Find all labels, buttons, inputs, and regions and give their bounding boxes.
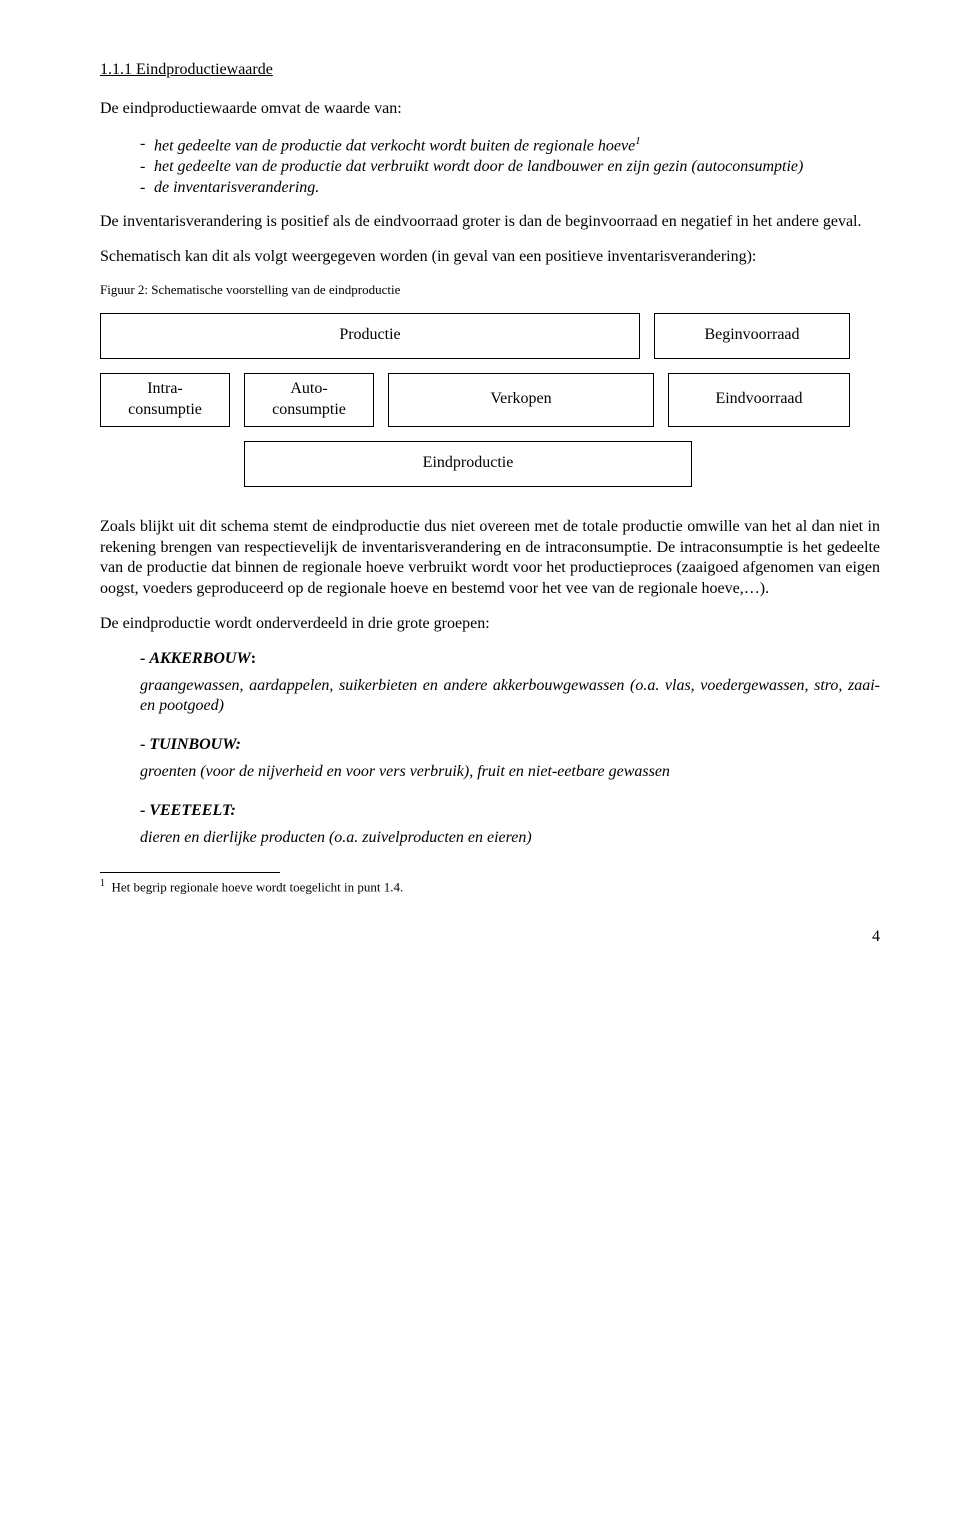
group-name: VEETEELT: [149, 802, 236, 819]
diagram-spacer [230, 373, 244, 427]
list-item: -het gedeelte van de productie dat verbr… [140, 157, 880, 178]
group-name: TUINBOUW: [149, 736, 241, 753]
group-title: - AKKERBOUW: [140, 649, 880, 670]
list-item: -het gedeelte van de productie dat verko… [140, 134, 880, 157]
list-item: -de inventarisverandering. [140, 178, 880, 199]
intro-list: -het gedeelte van de productie dat verko… [140, 134, 880, 199]
diagram-spacer [654, 373, 668, 427]
group-name: AKKERBOUW: [149, 650, 256, 667]
group-description: dieren en dierlijke producten (o.a. zuiv… [140, 828, 880, 849]
footnote: 1 Het begrip regionale hoeve wordt toege… [100, 877, 880, 896]
list-text: het gedeelte van de productie dat verbru… [154, 157, 803, 178]
group-title: - VEETEELT: [140, 801, 880, 822]
diagram-spacer [100, 441, 244, 487]
para-groups-intro: De eindproductie wordt onderverdeeld in … [100, 614, 880, 635]
group-dash: - [140, 802, 149, 819]
list-dash: - [140, 178, 154, 199]
diagram-spacer [640, 313, 654, 359]
cell-intraconsumptie: Intra-consumptie [100, 373, 230, 427]
para-inventaris: De inventarisverandering is positief als… [100, 212, 880, 233]
group-list: - AKKERBOUW: graangewassen, aardappelen, … [140, 649, 880, 849]
cell-verkopen: Verkopen [388, 373, 654, 427]
figure-caption: Figuur 2: Schematische voorstelling van … [100, 282, 880, 299]
group-dash: - [140, 650, 149, 667]
para-explain: Zoals blijkt uit dit schema stemt de ein… [100, 517, 880, 600]
para-schematisch: Schematisch kan dit als volgt weergegeve… [100, 247, 880, 268]
group-description: graangewassen, aardappelen, suikerbieten… [140, 676, 880, 718]
footnote-number: 1 [100, 878, 105, 889]
superscript: 1 [635, 135, 641, 147]
cell-productie: Productie [100, 313, 640, 359]
group-title: - TUINBOUW: [140, 735, 880, 756]
diagram-row: Eindproductie [100, 441, 880, 487]
list-text: de inventarisverandering. [154, 178, 319, 199]
list-dash: - [140, 157, 154, 178]
list-text: het gedeelte van de productie dat verkoc… [154, 134, 641, 157]
cell-beginvoorraad: Beginvoorraad [654, 313, 850, 359]
diagram-spacer [374, 373, 388, 427]
diagram-row: Intra-consumptie Auto-consumptie Verkopen E… [100, 373, 880, 427]
group-description: groenten (voor de nijverheid en voor ver… [140, 762, 880, 783]
cell-eindproductie: Eindproductie [244, 441, 692, 487]
footnote-rule [100, 872, 280, 873]
cell-autoconsumptie: Auto-consumptie [244, 373, 374, 427]
page-number: 4 [100, 927, 880, 948]
diagram: Productie Beginvoorraad Intra-consumptie Au… [100, 313, 880, 487]
cell-eindvoorraad: Eindvoorraad [668, 373, 850, 427]
footnote-text: Het begrip regionale hoeve wordt toegeli… [112, 880, 404, 895]
group-dash: - [140, 736, 149, 753]
diagram-row: Productie Beginvoorraad [100, 313, 880, 359]
intro-para: De eindproductiewaarde omvat de waarde v… [100, 99, 880, 120]
section-heading: 1.1.1 Eindproductiewaarde [100, 60, 880, 81]
list-dash: - [140, 134, 154, 157]
